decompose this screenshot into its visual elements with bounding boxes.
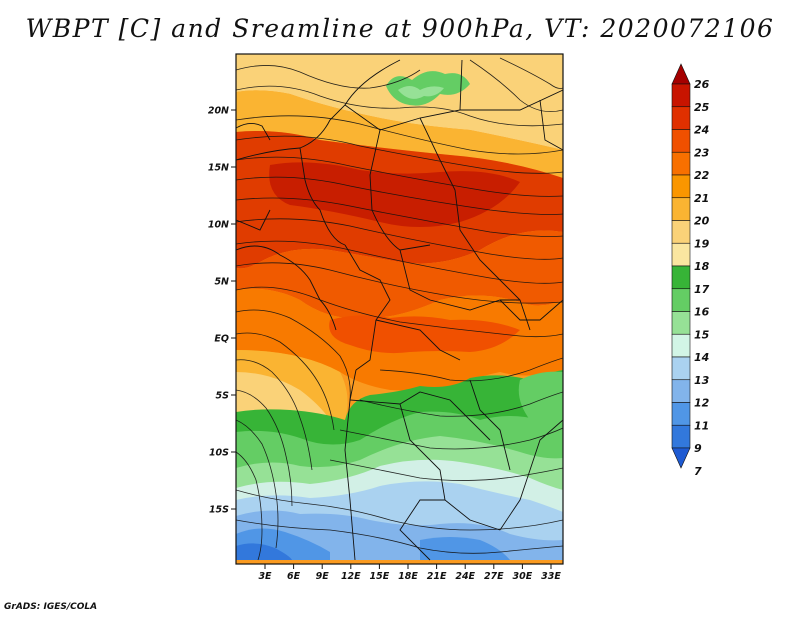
lon-label: 21E	[427, 571, 447, 582]
colorbar-label: 16	[694, 306, 710, 319]
longitude-axis: 3E 6E 9E 12E 15E 18E 21E 24E 27E 30E 33E	[258, 564, 561, 582]
lon-label: 6E	[287, 571, 301, 582]
colorbar-swatch	[671, 106, 691, 130]
lon-label: 30E	[513, 571, 533, 582]
colorbar-label: 25	[694, 101, 710, 114]
streamlines	[236, 57, 563, 561]
lat-label: 15N	[208, 163, 229, 174]
wbpt-band-19-southwest	[236, 372, 330, 420]
lon-label: 12E	[341, 571, 361, 582]
colorbar-label: 11	[694, 419, 709, 432]
colorbar-label: 24	[694, 124, 709, 137]
colorbar-swatch	[671, 333, 691, 358]
lon-label: 27E	[484, 571, 504, 582]
lat-label: 15S	[209, 505, 229, 516]
colorbar-label: 15	[694, 328, 710, 341]
colorbar-swatch	[671, 151, 691, 176]
colorbar-label: 20	[694, 215, 710, 228]
colorbar-label: 13	[694, 374, 710, 387]
lon-label: 24E	[455, 571, 475, 582]
lon-label: 33E	[541, 571, 561, 582]
lat-label: 20N	[208, 106, 229, 117]
colorbar-swatch	[671, 379, 691, 403]
latitude-axis: 20N 15N 10N 5N EQ 5S 10S 15S	[208, 106, 236, 516]
colorbar-label: 23	[694, 146, 710, 159]
plot-title: WBPT [C] and Sreamline at 900hPa, VT: 20…	[25, 14, 775, 43]
lat-label: 5N	[214, 277, 229, 288]
wbpt-band-9-blue	[236, 543, 292, 560]
wbpt-band-11-blue-east	[420, 537, 510, 560]
colorbar-swatch	[671, 220, 691, 244]
lat-label: 10N	[208, 220, 229, 231]
lon-label: 15E	[370, 571, 390, 582]
colorbar-swatch	[671, 288, 691, 312]
wbpt-band-19-north	[236, 54, 563, 150]
colorbar-label: 12	[694, 397, 710, 410]
lon-label: 3E	[258, 571, 272, 582]
colorbar-top-arrow	[671, 63, 691, 85]
colorbar-swatch	[671, 242, 691, 267]
colorbar-swatch	[671, 129, 691, 153]
colorbar-swatch	[671, 83, 691, 108]
colorbar-swatch	[671, 174, 691, 199]
colorbar-label: 17	[694, 283, 710, 296]
colorbar-swatch	[671, 197, 691, 221]
map-frame	[235, 53, 564, 565]
colorbar-label: 22	[694, 169, 710, 182]
grads-credit: GrADS: IGES/COLA	[4, 602, 98, 612]
lon-label: 9E	[316, 571, 330, 582]
colorbar-label: 18	[694, 260, 710, 273]
colorbar-swatch	[671, 356, 691, 381]
colorbar-swatch	[671, 265, 691, 290]
colorbar-label: 14	[694, 351, 709, 364]
colorbar-swatch	[671, 402, 691, 426]
colorbar-label: 21	[694, 192, 709, 205]
lat-label: 10S	[209, 448, 229, 459]
colorbar-label: 7	[694, 465, 702, 478]
lat-label: 5S	[216, 391, 230, 402]
colorbar-bottom-arrow	[671, 447, 691, 469]
colorbar-label: 26	[694, 78, 710, 91]
wbpt-green-north-2	[398, 86, 444, 99]
colorbar-swatch	[671, 311, 691, 335]
colorbar-swatch	[671, 424, 691, 449]
wbpt-green-east	[518, 371, 563, 440]
colorbar: 26 25 24 23 22 21 20 19 18 17 16 15 14 13 12 11 9 7	[671, 63, 710, 478]
lon-label: 18E	[398, 571, 418, 582]
colorbar-label: 19	[694, 237, 710, 250]
lat-label: EQ	[214, 334, 229, 345]
colorbar-label: 9	[694, 442, 702, 455]
map-plot-area	[236, 54, 563, 564]
